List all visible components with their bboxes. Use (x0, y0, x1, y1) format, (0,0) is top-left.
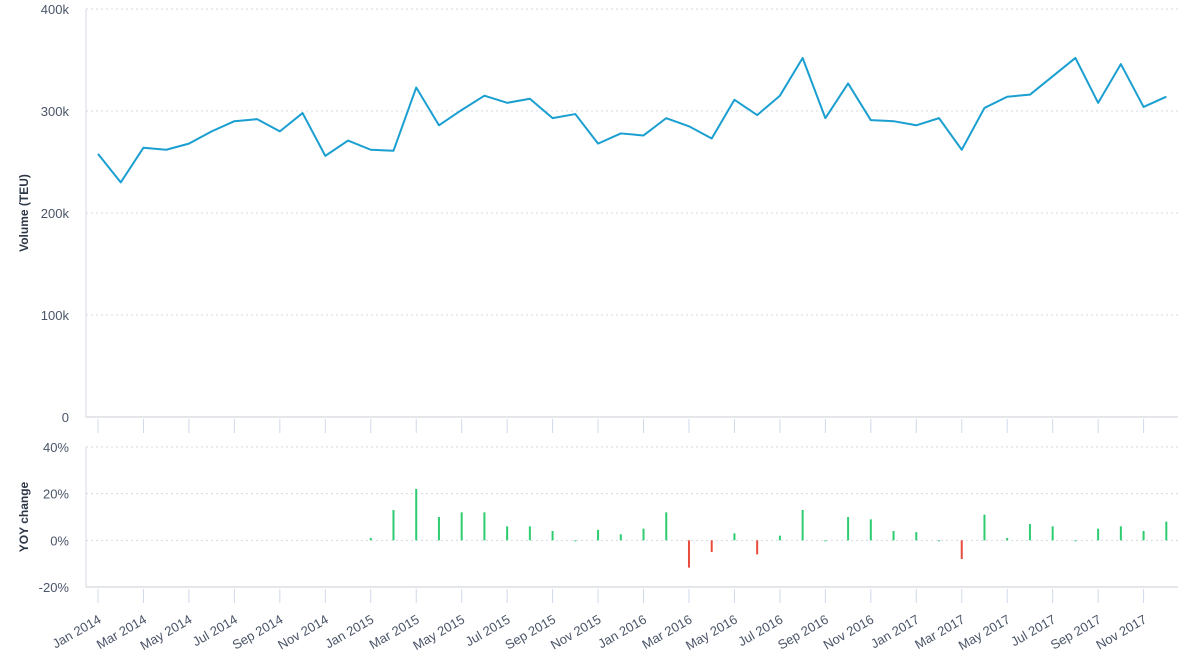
x-tick-label: Sep 2014 (230, 612, 286, 653)
x-tick-label: Sep 2017 (1048, 612, 1104, 653)
y-axis-label: Volume (TEU) (17, 174, 31, 252)
y-tick-label: 20% (43, 487, 69, 502)
yoy-bar (847, 517, 849, 540)
yoy-bar (574, 540, 576, 541)
y-tick-label: 300k (41, 104, 70, 119)
x-tick-label: Sep 2015 (502, 612, 558, 653)
volume-line (98, 58, 1166, 182)
yoy-bar (802, 510, 804, 540)
yoy-bar (1074, 540, 1076, 541)
x-tick-label: Nov 2017 (1093, 612, 1149, 653)
yoy-bar (392, 510, 394, 540)
x-tick-label: Jan 2016 (595, 612, 649, 652)
yoy-bar (1120, 526, 1122, 540)
x-tick-label: Jan 2014 (50, 612, 104, 652)
y-tick-label: 200k (41, 206, 70, 221)
yoy-bar (1165, 522, 1167, 541)
yoy-bar (983, 515, 985, 541)
yoy-bar (552, 531, 554, 540)
yoy-bar (1097, 529, 1099, 541)
yoy-bar (597, 530, 599, 541)
yoy-bar (870, 519, 872, 540)
yoy-bar (915, 532, 917, 540)
x-tick-label: May 2017 (956, 612, 1013, 654)
x-tick-label: May 2016 (683, 612, 740, 654)
x-tick-label: Sep 2016 (775, 612, 831, 653)
yoy-bar (620, 534, 622, 540)
yoy-bar (733, 533, 735, 540)
y-axis-label: YOY change (17, 481, 31, 552)
yoy-bar (415, 489, 417, 540)
yoy-bar (1029, 524, 1031, 540)
yoy-bar (665, 512, 667, 540)
yoy-bar (938, 540, 940, 541)
yoy-bar (1006, 538, 1008, 540)
yoy-bar (779, 536, 781, 541)
yoy-bar (529, 526, 531, 540)
yoy-bar (711, 540, 713, 552)
x-tick-label: Nov 2014 (275, 612, 331, 653)
yoy-bar (370, 538, 372, 540)
yoy-bar (438, 517, 440, 540)
y-tick-label: 400k (41, 2, 70, 17)
x-tick-label: Jan 2017 (868, 612, 922, 652)
yoy-bar (1052, 526, 1054, 540)
yoy-bar (461, 512, 463, 540)
yoy-bar (688, 540, 690, 567)
yoy-bar (643, 529, 645, 541)
yoy-bar (824, 540, 826, 541)
yoy-bar (893, 531, 895, 540)
y-tick-label: 0% (50, 533, 69, 548)
y-tick-label: 0 (62, 410, 69, 425)
x-tick-label: Nov 2015 (548, 612, 604, 653)
x-tick-label: May 2014 (137, 612, 194, 654)
yoy-bar (756, 540, 758, 554)
y-tick-label: 40% (43, 440, 69, 455)
yoy-bar (483, 512, 485, 540)
x-tick-label: May 2015 (410, 612, 467, 654)
yoy-bar (961, 540, 963, 559)
yoy-bar (1143, 531, 1145, 540)
x-tick-label: Jan 2015 (322, 612, 376, 652)
y-tick-label: -20% (39, 580, 70, 595)
yoy-bar (506, 526, 508, 540)
y-tick-label: 100k (41, 308, 70, 323)
x-tick-label: Nov 2016 (821, 612, 877, 653)
